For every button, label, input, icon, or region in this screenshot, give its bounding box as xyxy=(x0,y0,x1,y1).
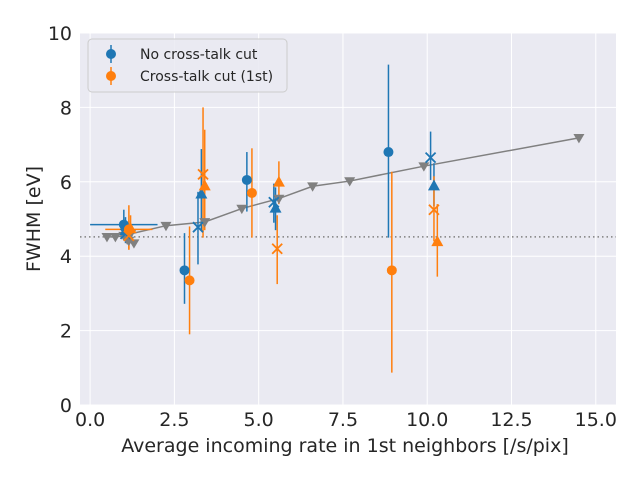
data-point-triangle xyxy=(427,179,440,191)
data-point-x xyxy=(424,151,437,164)
x-tick-label: 7.5 xyxy=(328,409,358,431)
y-tick-label: 10 xyxy=(48,23,72,45)
y-axis-label: FWHM [eV] xyxy=(23,166,45,272)
data-point-circle xyxy=(246,187,257,198)
model-point-triangle xyxy=(109,233,121,243)
legend: No cross-talk cut Cross-talk cut (1st) xyxy=(87,38,288,93)
legend-label-crosstalk-cut: Cross-talk cut (1st) xyxy=(140,69,273,85)
y-tick-label: 6 xyxy=(60,172,72,194)
legend-label-no-crosstalk: No cross-talk cut xyxy=(140,47,258,63)
model-point-triangle xyxy=(273,194,285,205)
data-point-circle xyxy=(179,265,190,276)
plot-background xyxy=(80,33,616,405)
data-point-circle xyxy=(383,147,394,158)
legend-marker-crosstalk-cut xyxy=(106,71,116,81)
y-tick-label: 4 xyxy=(60,246,72,268)
x-tick-label: 5.0 xyxy=(244,409,274,431)
tick-labels: 0.0 2.5 5.0 7.5 10.0 12.5 15.0 0 2 4 6 8 10 xyxy=(48,23,617,431)
legend-frame xyxy=(87,38,288,93)
y-tick-label: 8 xyxy=(60,97,72,119)
data-point-triangle xyxy=(269,201,282,213)
data-point-triangle xyxy=(124,222,137,234)
data-point-circle xyxy=(241,174,252,185)
legend-entry-crosstalk-cut: Cross-talk cut (1st) xyxy=(106,67,273,85)
data-point-x xyxy=(197,168,209,180)
x-tick-label: 0.0 xyxy=(75,409,105,431)
x-tick-label: 12.5 xyxy=(490,409,532,431)
x-tick-label: 15.0 xyxy=(575,409,617,431)
data-point-x xyxy=(268,196,280,208)
data-point-x xyxy=(271,243,283,255)
x-tick-label: 2.5 xyxy=(159,409,189,431)
data-point-x xyxy=(123,230,135,242)
model-point-triangle xyxy=(160,221,172,232)
data-point-circle xyxy=(386,265,397,276)
y-tick-label: 0 xyxy=(60,395,72,417)
model-point-triangle xyxy=(236,204,248,215)
data-point-x xyxy=(192,221,204,233)
model-point-triangle xyxy=(128,239,140,249)
model-point-triangle xyxy=(344,177,356,187)
data-point-x xyxy=(428,204,440,216)
data-markers xyxy=(101,134,585,286)
model-point-triangle xyxy=(418,162,430,172)
data-point-triangle xyxy=(272,175,285,187)
x-axis-label: Average incoming rate in 1st neighbors [… xyxy=(121,435,569,457)
y-tick-label: 2 xyxy=(60,321,72,343)
legend-marker-no-crosstalk xyxy=(106,49,116,59)
model-point-triangle xyxy=(307,182,319,192)
legend-entry-no-crosstalk: No cross-talk cut xyxy=(106,45,258,63)
data-point-triangle xyxy=(198,179,211,191)
x-tick-label: 10.0 xyxy=(406,409,448,431)
data-point-circle xyxy=(184,275,195,286)
model-point-triangle xyxy=(101,233,113,243)
model-point-triangle xyxy=(573,134,585,144)
data-point-triangle xyxy=(431,235,444,247)
data-point-triangle xyxy=(195,187,208,199)
model-point-triangle xyxy=(199,218,211,228)
